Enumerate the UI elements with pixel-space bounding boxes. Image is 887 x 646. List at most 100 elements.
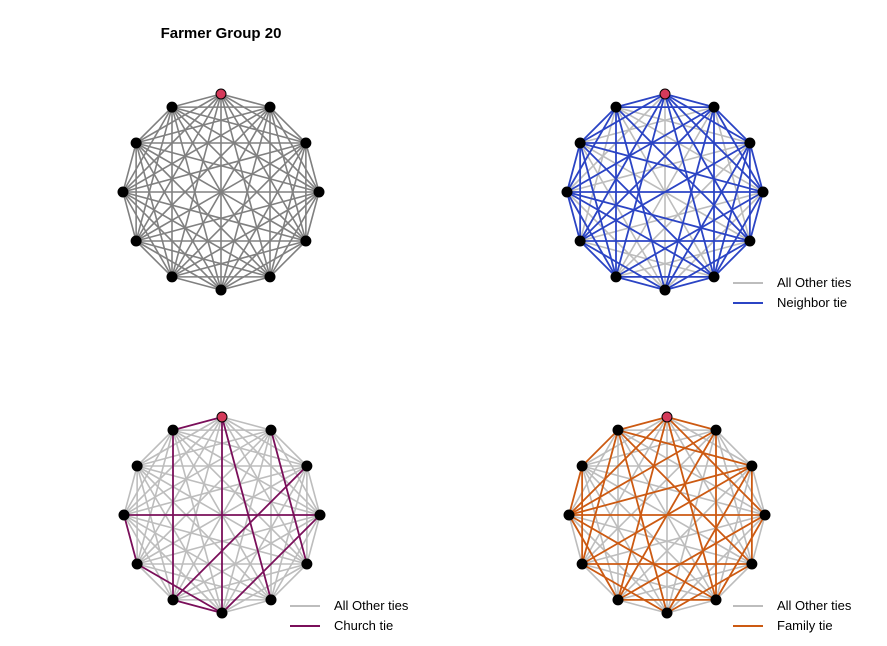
node [744, 235, 756, 247]
node [710, 594, 722, 606]
node [561, 186, 573, 198]
edge-neighbor-tie [579, 142, 715, 278]
edge-neighbor-tie [566, 142, 581, 193]
edge-other [172, 429, 223, 614]
legend-church: All Other ties Church tie [290, 598, 409, 633]
node [300, 137, 312, 149]
edge-other [122, 142, 307, 193]
node [131, 558, 143, 570]
edge-other [123, 465, 138, 516]
node [117, 186, 129, 198]
edge-neighbor-tie [664, 276, 715, 291]
node [300, 235, 312, 247]
edge-other [123, 514, 308, 565]
edge-family-tie [617, 416, 668, 431]
edge-other [751, 465, 766, 516]
edge-other [172, 429, 321, 516]
node [757, 186, 769, 198]
edge-neighbor-tie [615, 276, 666, 291]
edge-other [122, 191, 137, 242]
edge-other [666, 599, 717, 614]
edge-other [221, 429, 272, 614]
edge-other [135, 240, 173, 278]
node [744, 137, 756, 149]
edge-other [136, 514, 321, 565]
edge-other [136, 465, 174, 601]
edge-other [171, 93, 222, 278]
node [216, 607, 228, 619]
edge-other [171, 93, 222, 108]
edge-neighbor-tie [664, 93, 715, 278]
node [313, 186, 325, 198]
edge-other [171, 106, 222, 291]
node [708, 271, 720, 283]
edge-family-tie [568, 416, 668, 516]
node [710, 424, 722, 436]
edge-other [135, 142, 222, 291]
edge-other [566, 142, 751, 193]
node [708, 101, 720, 113]
edge-neighbor-tie [713, 240, 751, 278]
edge-neighbor-tie [664, 240, 751, 291]
edge-neighbor-tie [579, 240, 666, 291]
node [265, 594, 277, 606]
edge-church-tie [172, 465, 308, 601]
legend-other-label: All Other ties [334, 598, 409, 613]
edge-other [135, 240, 222, 291]
legend-family-label: Family tie [777, 618, 833, 633]
node [576, 558, 588, 570]
edge-other [568, 429, 619, 516]
edge-neighbor-tie [579, 93, 666, 242]
edge-other [221, 416, 272, 431]
edge-other [581, 563, 619, 601]
edge-other [270, 563, 308, 601]
focal-node [659, 88, 671, 100]
edge-other [135, 142, 320, 193]
edge-neighbor-tie [749, 142, 764, 193]
edge-other [135, 191, 320, 242]
edge-neighbor-tie [566, 106, 617, 193]
node [215, 284, 227, 296]
edge-family-tie [581, 429, 619, 565]
edge-other [221, 599, 272, 614]
edge-neighbor-tie [579, 93, 666, 144]
edge-other [171, 142, 307, 278]
edge-other [136, 429, 174, 565]
edge-family-tie [666, 416, 717, 431]
edge-other [581, 429, 717, 565]
edge-other [122, 191, 307, 242]
edge-other [122, 191, 173, 278]
edge-neighbor-tie [615, 106, 666, 291]
edge-other [171, 106, 271, 278]
edge-other [269, 240, 307, 278]
edge-other [617, 465, 753, 601]
edge-other [136, 465, 272, 601]
edge-other [171, 106, 307, 242]
edge-other [305, 142, 320, 193]
edge-neighbor-tie [749, 191, 764, 242]
edge-other [123, 514, 174, 601]
node [563, 509, 575, 521]
edge-family-tie [617, 416, 668, 601]
node [130, 235, 142, 247]
edge-family-tie [715, 514, 766, 601]
edge-other [123, 465, 308, 516]
edge-other [136, 465, 223, 614]
edge-other [305, 191, 320, 242]
edge-neighbor-tie [566, 191, 715, 278]
node [574, 235, 586, 247]
edge-neighbor-tie [713, 106, 751, 144]
edge-other [220, 276, 271, 291]
edge-other [581, 465, 717, 601]
edge-other [135, 106, 173, 144]
legend-neighbor: All Other ties Neighbor tie [733, 275, 852, 310]
edge-other [123, 514, 272, 601]
edge-neighbor-tie [615, 93, 666, 278]
edge-other [715, 429, 753, 467]
node [746, 460, 758, 472]
node [576, 460, 588, 472]
edge-neighbor-tie [579, 106, 617, 144]
panel-church-ties [118, 411, 326, 619]
edge-neighbor-tie [566, 191, 581, 242]
edge-other [122, 191, 271, 278]
